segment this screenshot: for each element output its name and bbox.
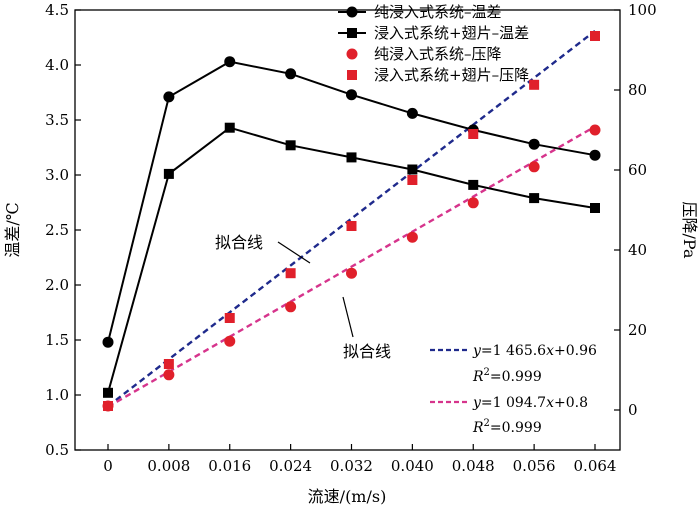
data-point [285, 268, 296, 279]
data-point [224, 335, 236, 347]
data-point [590, 203, 600, 213]
eq2-r2: R2=0.999 [472, 418, 542, 436]
data-point [224, 122, 235, 133]
x-tick-label: 0 [103, 457, 113, 475]
x-axis-label: 流速/(m/s) [308, 487, 387, 506]
left-y-tick-label: 3.0 [45, 166, 69, 184]
series-1 [102, 56, 601, 348]
data-point [589, 124, 601, 136]
legend-marker [347, 28, 357, 38]
data-point [590, 31, 600, 41]
data-point [285, 140, 296, 151]
data-point [406, 107, 418, 119]
data-point [529, 79, 540, 90]
legend-label: 浸入式系统+翅片–温差 [374, 24, 529, 42]
x-tick-label: 0.032 [330, 457, 373, 475]
fit-line-2 [107, 125, 596, 408]
right-y-tick-label: 60 [628, 161, 647, 179]
data-series [102, 31, 601, 412]
right-y-axis-ticks: 0 20 40 60 80 100 [614, 1, 657, 419]
data-point [285, 301, 297, 313]
data-point [529, 193, 540, 204]
data-point [163, 91, 175, 103]
data-point [407, 175, 418, 185]
data-point [285, 68, 297, 80]
left-y-axis-ticks: 0.5 1.0 1.5 2.0 2.5 3.0 3.5 4.0 4.5 [45, 1, 81, 459]
data-point [589, 149, 601, 161]
x-tick-label: 0.056 [513, 457, 556, 475]
left-y-tick-label: 1.5 [45, 331, 69, 349]
fit-lines [107, 30, 596, 408]
fit-line-1 [107, 30, 596, 408]
legend-entry-3: 纯浸入式系统–压降 [346, 45, 502, 63]
legend-entry-2: 浸入式系统+翅片–温差 [338, 24, 529, 42]
right-y-tick-label: 80 [628, 81, 647, 99]
fit-label-lower-leader [342, 296, 354, 338]
eq2-text: y=1 094.7x+0.8 [472, 395, 588, 411]
x-tick-label: 0.040 [391, 457, 434, 475]
legend-label: 浸入式系统+翅片–压降 [374, 66, 529, 84]
x-tick-label: 0.064 [574, 457, 617, 475]
x-tick-label: 0.048 [452, 457, 495, 475]
left-y-tick-label: 4.5 [45, 1, 69, 19]
legend-label: 纯浸入式系统–温差 [374, 3, 502, 21]
data-point [102, 336, 114, 348]
data-point [346, 221, 357, 231]
x-axis-ticks: 0 0.008 0.016 0.024 0.032 0.040 0.048 0.056 0.06… [103, 444, 616, 475]
x-tick-label: 0.024 [269, 457, 312, 475]
data-point [224, 313, 235, 323]
legend-entry-4: 浸入式系统+翅片–压降 [347, 66, 529, 84]
series-4 [103, 31, 600, 411]
data-point [346, 89, 357, 101]
x-tick-label: 0.016 [208, 457, 251, 475]
data-point [407, 164, 418, 175]
left-y-tick-label: 2.0 [45, 276, 69, 294]
left-y-tick-label: 0.5 [45, 441, 69, 459]
legend-label: 纯浸入式系统–压降 [374, 45, 502, 63]
right-y-tick-label: 20 [628, 321, 647, 339]
data-point [224, 56, 236, 68]
x-tick-label: 0.008 [147, 457, 190, 475]
left-y-axis-label: 温差/℃ [3, 202, 22, 257]
right-y-tick-label: 0 [628, 401, 638, 419]
data-point [163, 369, 175, 381]
eq1-text: y=1 465.6x+0.96 [472, 343, 597, 359]
legend-marker [347, 70, 357, 80]
data-point [346, 152, 357, 163]
data-point [528, 138, 540, 150]
fit-label-upper: 拟合线 [215, 233, 263, 252]
data-point [103, 401, 113, 411]
data-point [163, 168, 174, 179]
series-line [107, 60, 596, 343]
data-point [406, 231, 418, 243]
data-point [528, 161, 540, 173]
eq1-r2: R2=0.999 [472, 367, 542, 385]
left-y-tick-label: 3.5 [45, 111, 69, 129]
series-2 [103, 122, 600, 398]
right-y-tick-label: 40 [628, 241, 647, 259]
fit-label-lower: 拟合线 [343, 342, 391, 361]
data-point [346, 267, 357, 279]
fit-label-upper-leader [277, 241, 311, 264]
right-y-axis-label: 压降/Pa [680, 202, 699, 259]
legend-entry-1: 纯浸入式系统–温差 [338, 3, 502, 21]
data-point [163, 359, 174, 369]
left-y-tick-label: 2.5 [45, 221, 69, 239]
legend-marker [346, 48, 358, 60]
left-y-tick-label: 4.0 [45, 56, 69, 74]
data-point [468, 129, 479, 139]
left-y-tick-label: 1.0 [45, 386, 69, 404]
right-y-tick-label: 100 [628, 1, 657, 19]
data-point [103, 387, 113, 398]
data-point [467, 197, 479, 209]
legend-marker [346, 6, 358, 18]
data-point [468, 179, 479, 190]
